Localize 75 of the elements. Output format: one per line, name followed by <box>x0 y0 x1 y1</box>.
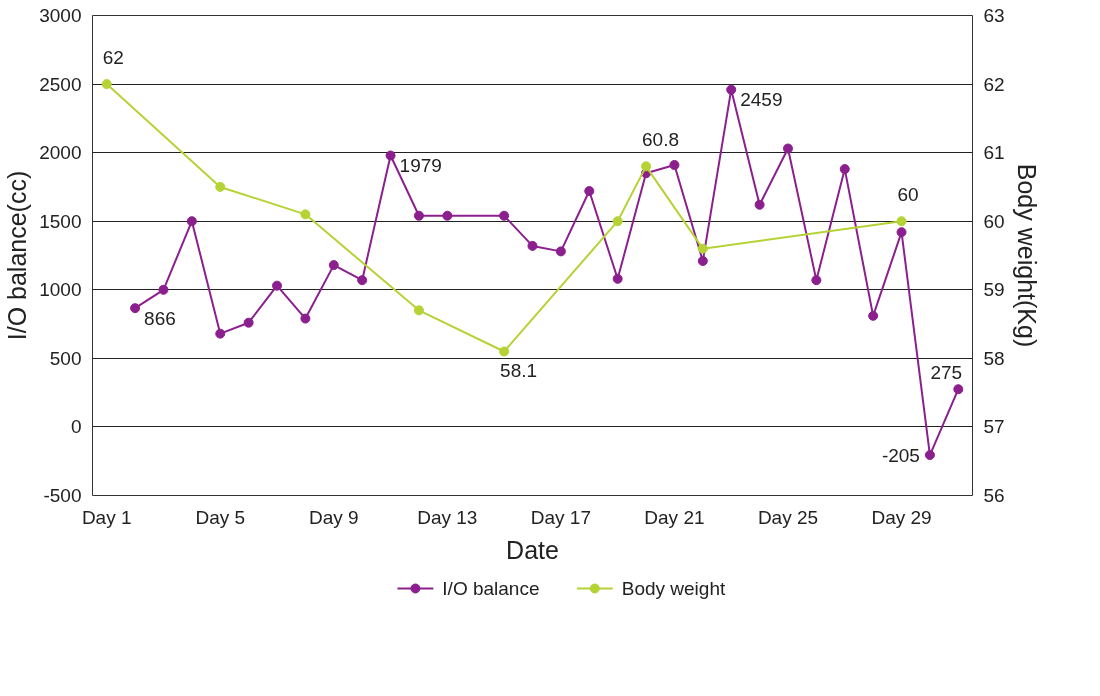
point <box>413 305 424 316</box>
point <box>300 209 311 220</box>
data-label: 275 <box>930 362 963 384</box>
y-tick-label: -500 <box>43 485 82 506</box>
point <box>272 280 283 291</box>
data-label: 60.8 <box>642 129 680 151</box>
data-label: 1979 <box>399 155 442 177</box>
legend-label: I/O balance <box>442 578 540 599</box>
y-tick-label: 1000 <box>39 279 82 301</box>
y-tick-label: 0 <box>70 416 82 438</box>
point <box>130 303 141 314</box>
y-tick-label: 2000 <box>39 142 82 164</box>
x-tick-label: Day 1 <box>81 506 132 528</box>
point <box>101 79 112 90</box>
point <box>839 164 850 175</box>
data-label: 866 <box>144 307 176 329</box>
y-tick-label: 2500 <box>39 73 82 95</box>
point <box>754 199 765 210</box>
point <box>896 216 907 227</box>
data-label: 58.1 <box>500 359 538 381</box>
point <box>499 346 510 357</box>
point <box>726 84 737 95</box>
point <box>811 275 822 286</box>
data-label: -205 <box>881 444 920 466</box>
point <box>612 216 623 227</box>
point <box>669 159 680 170</box>
point <box>612 273 623 284</box>
y2-tick-label: 56 <box>983 485 1005 506</box>
y-tick-label: 3000 <box>39 5 82 26</box>
point <box>186 216 197 227</box>
x-tick-label: Day 25 <box>757 506 819 528</box>
x-tick-label: Day 9 <box>308 506 359 528</box>
point <box>953 384 964 395</box>
point <box>413 210 424 221</box>
y-tick-label: 500 <box>49 347 82 369</box>
point <box>499 210 510 221</box>
point <box>782 143 793 154</box>
point <box>697 255 708 266</box>
point <box>215 328 226 339</box>
point <box>442 210 453 221</box>
x-tick-label: Day 17 <box>530 506 591 528</box>
y-tick-label: 1500 <box>39 210 82 232</box>
x-tick-label: Day 13 <box>417 506 478 528</box>
x-tick-label: Day 29 <box>871 506 932 528</box>
x-axis-title: Date <box>506 535 559 564</box>
y2-tick-label: 62 <box>983 73 1005 95</box>
point <box>868 310 879 321</box>
y2-tick-label: 60 <box>983 210 1005 232</box>
point <box>527 240 538 251</box>
point <box>697 243 708 254</box>
point <box>328 260 339 271</box>
point <box>300 313 311 324</box>
y2-tick-label: 61 <box>983 142 1005 164</box>
point <box>243 317 254 328</box>
point <box>924 450 935 461</box>
y2-tick-label: 63 <box>983 5 1005 26</box>
point <box>896 227 907 238</box>
y2-tick-label: 58 <box>983 347 1005 369</box>
point <box>385 150 396 161</box>
legend-label: Body weight <box>621 578 726 599</box>
data-label: 2459 <box>740 89 783 111</box>
y2-tick-label: 59 <box>983 279 1005 301</box>
point <box>641 161 652 172</box>
point <box>357 275 368 286</box>
x-tick-label: Day 5 <box>195 506 246 528</box>
point <box>555 246 566 257</box>
data-label: 62 <box>102 47 124 69</box>
y2-axis-title: Body weight(Kg) <box>1012 163 1041 348</box>
point <box>584 186 595 197</box>
x-tick-label: Day 21 <box>644 506 705 528</box>
y-axis-title: I/O balance(cc) <box>3 170 32 341</box>
point <box>158 284 169 295</box>
data-label: 60 <box>897 184 919 206</box>
y2-tick-label: 57 <box>983 416 1005 438</box>
point <box>215 181 226 192</box>
